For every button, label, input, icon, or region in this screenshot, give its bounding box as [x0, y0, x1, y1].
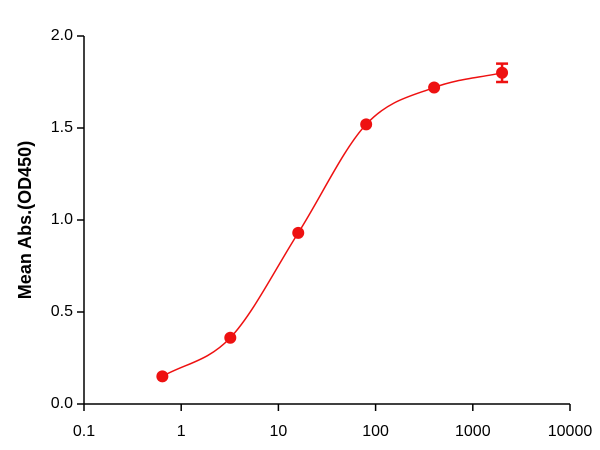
x-tick-label: 100 — [362, 423, 389, 440]
x-tick-label: 1000 — [455, 423, 491, 440]
y-tick-label: 1.0 — [51, 211, 73, 228]
data-point — [292, 226, 305, 239]
x-tick-label: 10000 — [548, 423, 593, 440]
y-tick-label: 2.0 — [51, 27, 73, 44]
x-tick-label: 1 — [177, 423, 186, 440]
y-tick-label: 1.5 — [51, 119, 73, 136]
y-tick-label: 0.5 — [51, 303, 73, 320]
x-tick-label: 0.1 — [73, 423, 95, 440]
x-tick-label: 10 — [270, 423, 288, 440]
data-point — [360, 118, 373, 131]
data-point — [156, 370, 169, 383]
data-point — [428, 81, 441, 94]
y-axis-label: Mean Abs.(OD450) — [15, 141, 35, 299]
y-tick-label: 0.0 — [51, 395, 73, 412]
data-point — [496, 66, 509, 79]
data-point — [224, 331, 237, 344]
fit-line — [161, 72, 503, 378]
